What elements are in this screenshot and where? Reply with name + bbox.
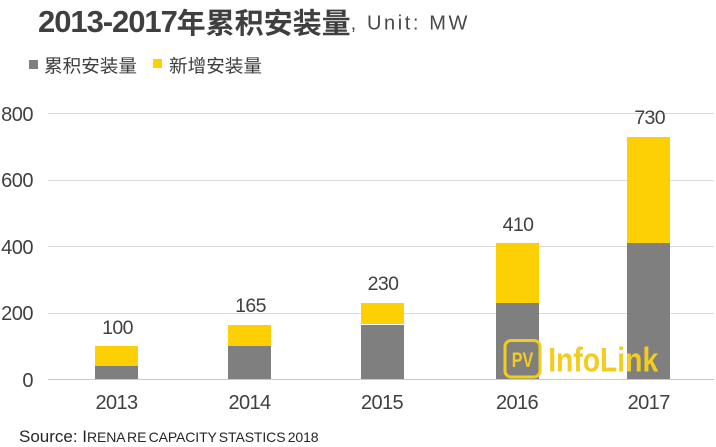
svg-text:PV: PV	[512, 349, 534, 372]
svg-text:, Unit: MW: , Unit: MW	[351, 12, 470, 34]
svg-text:InfoLink: InfoLink	[548, 342, 658, 380]
svg-text:2013-2017: 2013-2017	[38, 5, 177, 39]
